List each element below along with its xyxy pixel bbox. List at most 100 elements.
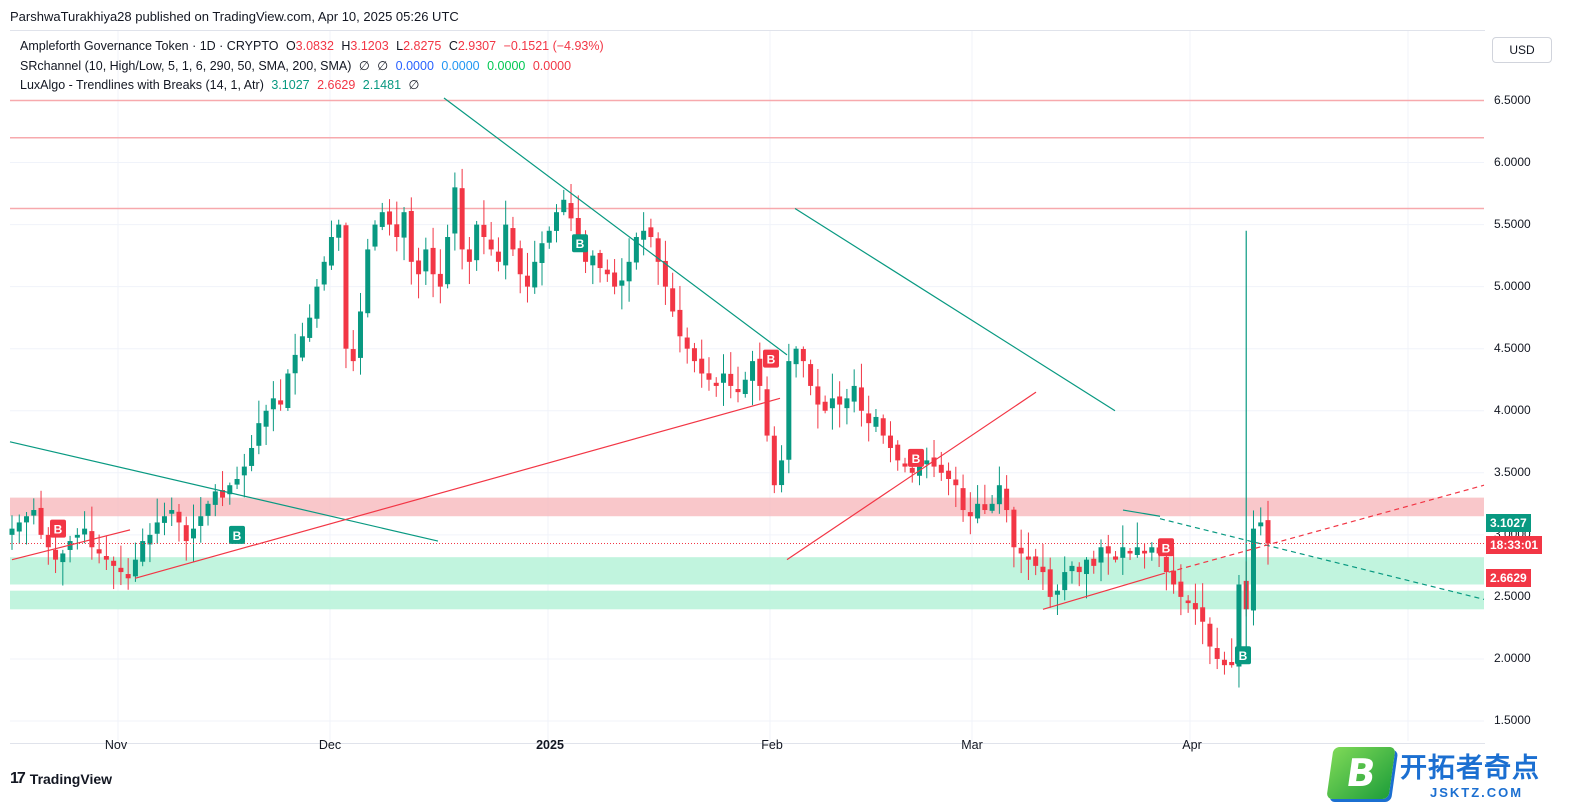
time-tick: Feb — [761, 738, 783, 752]
legend-luxalgo-row[interactable]: LuxAlgo - Trendlines with Breaks (14, 1,… — [20, 77, 423, 92]
candle-body — [1105, 546, 1111, 554]
candle-body — [1047, 569, 1053, 597]
candle-body — [793, 348, 799, 365]
candle-body — [1120, 547, 1126, 558]
candle-body — [895, 444, 901, 461]
candle-body — [641, 230, 647, 240]
trendline — [794, 207, 1116, 412]
candle-body — [655, 238, 661, 262]
candle-body — [960, 488, 966, 511]
candle-body — [401, 212, 407, 238]
price-tick: 3.5000 — [1494, 464, 1531, 479]
publisher-caption: ParshwaTurakhiya28 published on TradingV… — [10, 9, 459, 24]
candle-body — [299, 336, 305, 358]
legend-close: 2.9307 — [457, 39, 497, 53]
candle-body — [612, 272, 618, 287]
candle-body — [74, 534, 80, 538]
price-tick: 2.5000 — [1494, 588, 1531, 603]
break-signal-label: B — [912, 452, 921, 466]
break-signal — [50, 519, 66, 538]
price-tick: 4.5000 — [1494, 340, 1531, 355]
price-tick: 2.0000 — [1494, 650, 1531, 665]
candle-body — [633, 237, 639, 263]
candle-body — [713, 382, 719, 386]
candle-body — [539, 243, 545, 263]
candle-body — [1025, 556, 1031, 560]
candle-body — [546, 230, 552, 243]
currency-button[interactable]: USD — [1492, 37, 1552, 63]
legend-srchannel-row[interactable]: SRchannel (10, High/Low, 5, 1, 6, 290, 5… — [20, 58, 575, 73]
trendline — [9, 441, 439, 542]
candle-body — [212, 491, 218, 505]
trendline — [443, 97, 788, 356]
legend-sr-value: 0.0000 — [441, 59, 480, 73]
lower-trendline-tag: 2.6629 — [1486, 569, 1531, 587]
candle-body — [249, 447, 255, 466]
candle-body — [292, 354, 298, 374]
legend-low-label: L — [396, 39, 404, 53]
break-signal — [1158, 538, 1174, 557]
trendline — [1122, 509, 1161, 517]
candle-body — [205, 503, 211, 516]
candle-body — [1083, 559, 1089, 575]
candle-body — [481, 224, 487, 238]
time-tick: Dec — [318, 738, 342, 752]
break-signal — [572, 234, 588, 253]
candle-body — [220, 490, 226, 498]
candle-body — [771, 435, 777, 486]
candle-body — [931, 457, 937, 467]
candle-body — [1149, 547, 1155, 553]
candle-body — [379, 212, 385, 227]
candle-body — [575, 217, 581, 238]
candle-body — [1178, 581, 1184, 597]
watermark-text: 开拓者奇点 JSKTZ.COM — [1400, 746, 1540, 800]
candle-body — [851, 385, 857, 402]
chart-frame[interactable] — [10, 30, 1485, 744]
candle-body — [343, 225, 349, 349]
candle-body — [227, 485, 233, 495]
candle-body — [728, 373, 734, 386]
candle-body — [684, 337, 690, 349]
legend-change: −0.1521 (−4.93%) — [503, 39, 604, 53]
candle-body — [1221, 659, 1227, 666]
candle-body — [285, 373, 291, 408]
legend-lux-value: 2.6629 — [317, 78, 356, 92]
watermark-cn: 开拓者奇点 — [1400, 753, 1540, 784]
candle-body — [873, 416, 879, 427]
legend-symbol-row: Ampleforth Governance Token · 1D · CRYPT… — [20, 39, 608, 53]
legend-lux-value: 3.1027 — [271, 78, 310, 92]
candle-body — [336, 224, 342, 238]
candle-body — [670, 288, 676, 312]
legend-lux-value: 2.1481 — [362, 78, 402, 92]
candle-body — [517, 248, 523, 275]
candle-body — [169, 510, 175, 514]
candle-body — [1076, 566, 1082, 573]
break-signal-label: B — [767, 353, 776, 367]
time-tick: Apr — [1182, 738, 1202, 752]
candle-body — [350, 349, 356, 362]
tradingview-logo[interactable]: 17 TradingView — [10, 770, 112, 788]
candle-body — [256, 423, 262, 446]
candle-body — [278, 400, 284, 405]
candle-body — [307, 317, 313, 338]
candle-body — [750, 361, 756, 381]
candle-body — [1018, 547, 1024, 554]
candle-body — [111, 560, 117, 566]
break-signal — [1235, 646, 1251, 665]
candle-body — [103, 556, 109, 560]
candle-body — [880, 418, 886, 436]
tradingview-wordmark: TradingView — [29, 771, 113, 787]
candle-body — [532, 261, 538, 288]
candle-body — [183, 525, 189, 542]
price-tick: 6.0000 — [1494, 154, 1531, 169]
legend-open-label: O — [285, 39, 296, 53]
candle-body — [53, 549, 59, 560]
candle-body — [786, 361, 792, 460]
candle-body — [147, 534, 153, 545]
candle-body — [394, 224, 400, 238]
candle-body — [387, 211, 393, 225]
candle-body — [488, 239, 494, 250]
candle-body — [270, 398, 276, 410]
candle-body — [132, 559, 138, 577]
